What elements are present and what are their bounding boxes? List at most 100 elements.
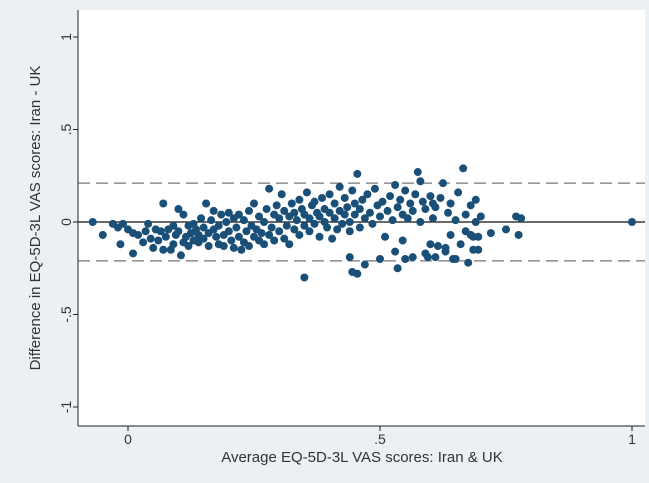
data-point [348,186,357,195]
data-point [376,212,384,221]
data-point [169,240,178,249]
data-point [345,227,354,236]
data-point [474,232,483,241]
data-point [451,255,460,263]
data-point [139,238,148,247]
data-point [396,195,405,204]
y-tick-label: -.5 [58,306,74,323]
data-point [292,216,301,225]
data-point [628,218,636,226]
data-point [330,199,339,208]
data-point [270,236,279,245]
data-point [295,195,304,204]
data-point [416,218,425,226]
data-point [305,214,314,223]
data-point [328,234,337,243]
data-point [219,242,228,251]
data-point [255,212,264,221]
data-point [212,232,221,241]
data-point [355,223,364,232]
data-point [129,249,138,258]
data-point [217,210,226,219]
data-point [144,219,153,228]
data-point [350,199,359,208]
data-point [441,243,450,252]
data-point [338,219,347,228]
data-point [358,195,367,204]
data-point [176,251,185,260]
data-point [88,218,97,226]
data-point [260,218,269,226]
data-point [365,208,374,217]
data-point [393,203,402,212]
data-point [370,184,379,193]
data-point [466,201,475,210]
data-point [318,193,327,202]
data-point [214,221,223,230]
data-point [260,240,269,249]
data-point [413,168,422,177]
data-point [428,214,437,223]
data-point [257,229,266,238]
data-point [202,199,211,208]
data-point [514,230,523,239]
data-point [360,260,369,269]
data-point [290,208,299,217]
data-point [401,186,410,195]
data-point [471,218,480,226]
data-point [431,253,440,262]
data-point [411,190,420,199]
data-point [335,182,344,191]
data-point [224,208,233,217]
data-point [222,218,231,226]
x-tick-label: 0 [124,431,132,447]
data-point [363,190,372,199]
data-point [386,192,395,201]
data-point [116,240,125,249]
data-point [343,203,352,212]
data-point [476,212,485,221]
data-point [199,234,208,243]
data-point [300,273,309,282]
data-points [88,164,636,282]
data-point [436,193,445,202]
data-point [464,258,473,267]
data-point [428,199,437,208]
data-point [376,255,384,263]
data-point [355,205,364,214]
data-point [398,236,407,245]
data-point [159,245,168,254]
data-point [207,216,216,225]
data-point [179,210,188,219]
data-point [174,205,183,214]
data-point [224,227,233,236]
data-point [156,227,165,236]
data-point [280,234,289,243]
data-point [232,223,241,232]
data-point [408,253,417,262]
y-axis-label: Difference in EQ-5D-3L VAS scores: Iran … [27,66,44,371]
data-point [401,255,410,263]
data-point [469,245,478,254]
data-point [209,206,218,215]
data-point [204,242,213,251]
data-point [391,181,400,189]
data-point [340,210,349,219]
y-tick-label: -1 [58,401,74,414]
data-point [391,247,400,256]
data-point [280,206,289,215]
data-point [197,214,206,223]
data-point [330,214,339,223]
x-tick-label: .5 [374,431,386,447]
data-point [345,253,354,262]
axes: -1 -.5 0 .5 1 0 .5 1 [58,10,645,447]
data-point [368,219,377,228]
data-point [272,201,281,210]
data-point [174,227,183,236]
data-point [305,227,314,236]
data-point [265,230,274,239]
data-point [486,229,495,238]
data-point [244,242,253,251]
data-point [451,216,460,225]
